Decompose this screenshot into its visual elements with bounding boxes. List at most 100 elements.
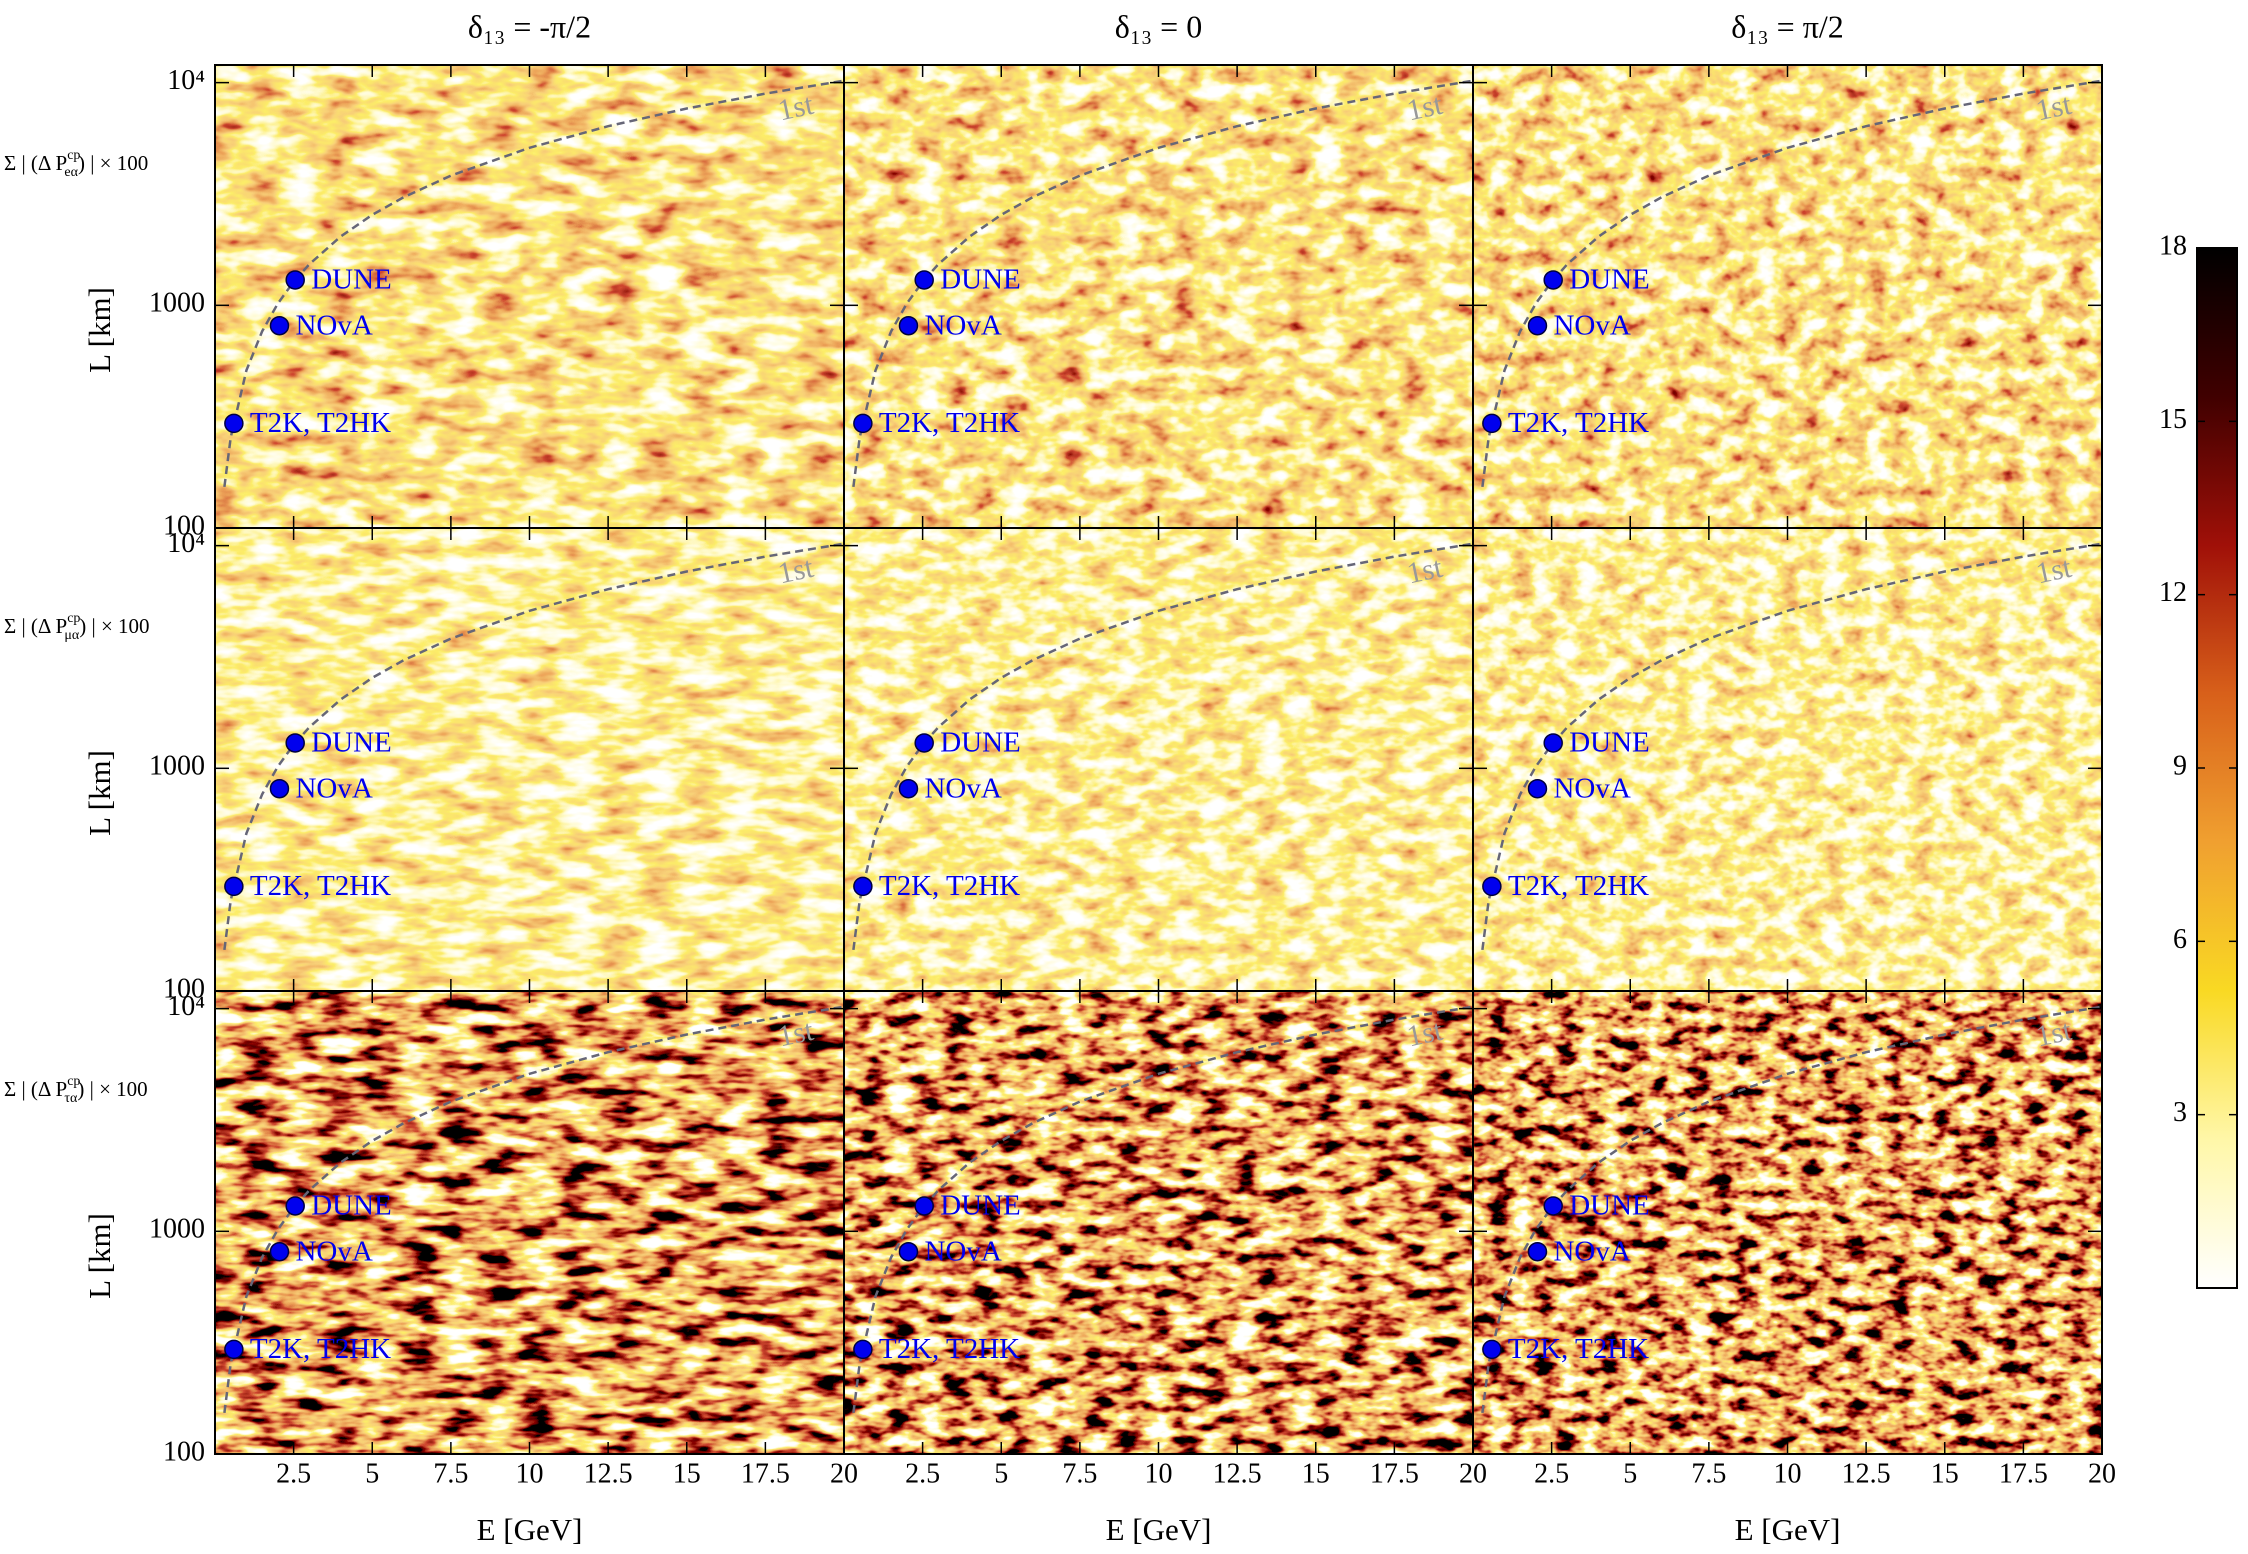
row-label-sub: eα [64,165,78,180]
experiment-label: NOvA [1553,1235,1630,1267]
curve-label: 1st [1404,1014,1446,1054]
experiment-label: T2K, T2HK [1508,870,1649,902]
experiment-label: NOvA [924,309,1001,341]
row-label-sub: μα [64,628,80,643]
x-tick-label: 15 [673,1458,701,1489]
oscillation-curve [223,542,844,951]
row-label-part: Σ | (Δ P [4,1077,67,1101]
experiment-point [1543,1196,1563,1216]
heatmap [1473,65,2102,528]
experiment-point [914,733,934,753]
experiment-point [1527,1241,1548,1262]
experiment-point [224,876,244,897]
x-tick-label: 20 [830,1458,858,1489]
panel: 1st [215,991,844,1454]
curve-label: 1st [775,1014,817,1054]
experiment-label: NOvA [1553,309,1630,341]
oscillation-curve [1481,1005,2102,1414]
experiment-label: DUNE [311,727,392,759]
x-tick-label: 12.5 [584,1458,633,1489]
experiment-point [898,315,919,336]
row-label-part: Σ | (Δ P [4,151,67,175]
experiment-point [898,778,919,799]
experiment-label: DUNE [311,1190,392,1222]
y-tick-label: 100 [163,510,205,541]
experiment-label: T2K, T2HK [879,407,1020,439]
panel: 1st [215,528,844,991]
panel: 1st [844,65,1473,528]
column-title: δ₁₃ = π/2 [1731,8,1843,44]
x-tick-label: 7.5 [1691,1458,1726,1489]
heatmap [1473,991,2102,1454]
y-tick-label: 1000 [149,751,205,782]
experiment-label: T2K, T2HK [879,870,1020,902]
experiment-point [1527,778,1548,799]
experiment-label: T2K, T2HK [250,407,391,439]
experiment-label: NOvA [295,1235,372,1267]
colorbar-tick-label: 6 [2173,924,2187,955]
experiment-point [914,1196,934,1216]
oscillation-curve [223,1005,844,1414]
y-tick-label: 10⁴ [167,528,205,559]
experiment-label: DUNE [1569,727,1650,759]
experiment-point [224,413,244,434]
experiment-point [285,733,305,753]
row-label-part: Σ | (Δ P [4,614,67,638]
experiment-point [853,413,873,434]
curve-label: 1st [775,551,817,591]
experiment-point [853,876,873,897]
panel: 1st [844,991,1473,1454]
x-tick-label: 2.5 [905,1458,940,1489]
x-tick-label: 10 [1145,1458,1173,1489]
x-tick-label: 5 [365,1458,379,1489]
y-axis-label: L [km] [82,750,117,836]
row-label-sup: cp [67,611,80,626]
row-label-sup: cp [67,1074,80,1089]
experiment-point [285,1196,305,1216]
panel: 1st [1473,65,2102,528]
experiment-point [1482,413,1502,434]
curve-label: 1st [1404,551,1446,591]
experiment-label: NOvA [295,309,372,341]
experiment-point [853,1339,873,1360]
x-tick-label: 20 [2088,1458,2116,1489]
experiment-label: NOvA [924,1235,1001,1267]
x-axis-label: E [GeV] [477,1512,583,1547]
experiment-label: T2K, T2HK [879,1333,1020,1365]
heatmap [1473,528,2102,991]
panel: 1st [1473,528,2102,991]
row-label: Σ | (Δ Pcp μα) | × 100 [4,611,150,643]
panel: 1st [844,528,1473,991]
row-label: Σ | (Δ Pcp eα) | × 100 [4,148,148,180]
experiment-point [269,778,290,799]
experiment-label: NOvA [295,772,372,804]
colorbar-tick-label: 12 [2159,577,2187,608]
heatmap [215,528,844,991]
oscillation-curve [852,1005,1473,1414]
column-title: δ₁₃ = 0 [1115,8,1202,44]
heatmap [844,991,1473,1454]
experiment-label: T2K, T2HK [250,870,391,902]
row-label: Σ | (Δ Pcp τα) | × 100 [4,1074,148,1106]
experiment-point [1482,876,1502,897]
experiment-label: NOvA [924,772,1001,804]
curve-label: 1st [775,88,817,128]
row-label-part: ) | × 100 [79,614,149,638]
curve-label: 1st [2033,88,2075,128]
row-label-sub: τα [64,1091,78,1106]
x-tick-label: 15 [1302,1458,1330,1489]
row-label-sup: cp [67,148,80,163]
x-tick-label: 15 [1931,1458,1959,1489]
experiment-label: DUNE [1569,1190,1650,1222]
x-tick-label: 2.5 [276,1458,311,1489]
heatmap [844,528,1473,991]
experiment-label: DUNE [1569,264,1650,296]
heatmap [215,991,844,1454]
y-axis-label: L [km] [82,287,117,373]
curve-label: 1st [1404,88,1446,128]
colorbar-tick-label: 15 [2159,404,2187,435]
y-tick-label: 10⁴ [167,65,205,96]
colorbar-tick-label: 18 [2159,230,2187,261]
experiment-point [269,315,290,336]
